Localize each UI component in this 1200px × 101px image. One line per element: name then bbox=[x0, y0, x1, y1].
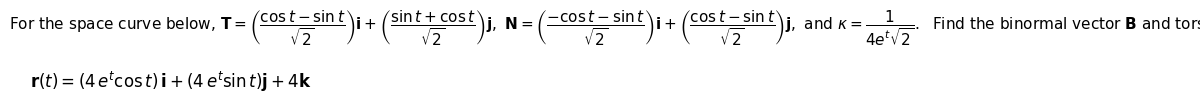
Text: $\mathbf{r}(t) = (4\,e^t\cos t)\,\mathbf{i} + \left(4\,e^t\sin t\right)\mathbf{j: $\mathbf{r}(t) = (4\,e^t\cos t)\,\mathbf… bbox=[30, 70, 312, 94]
Text: For the space curve below, $\mathbf{T} = \left(\dfrac{\cos t - \sin t}{\sqrt{2}}: For the space curve below, $\mathbf{T} =… bbox=[8, 9, 1200, 48]
